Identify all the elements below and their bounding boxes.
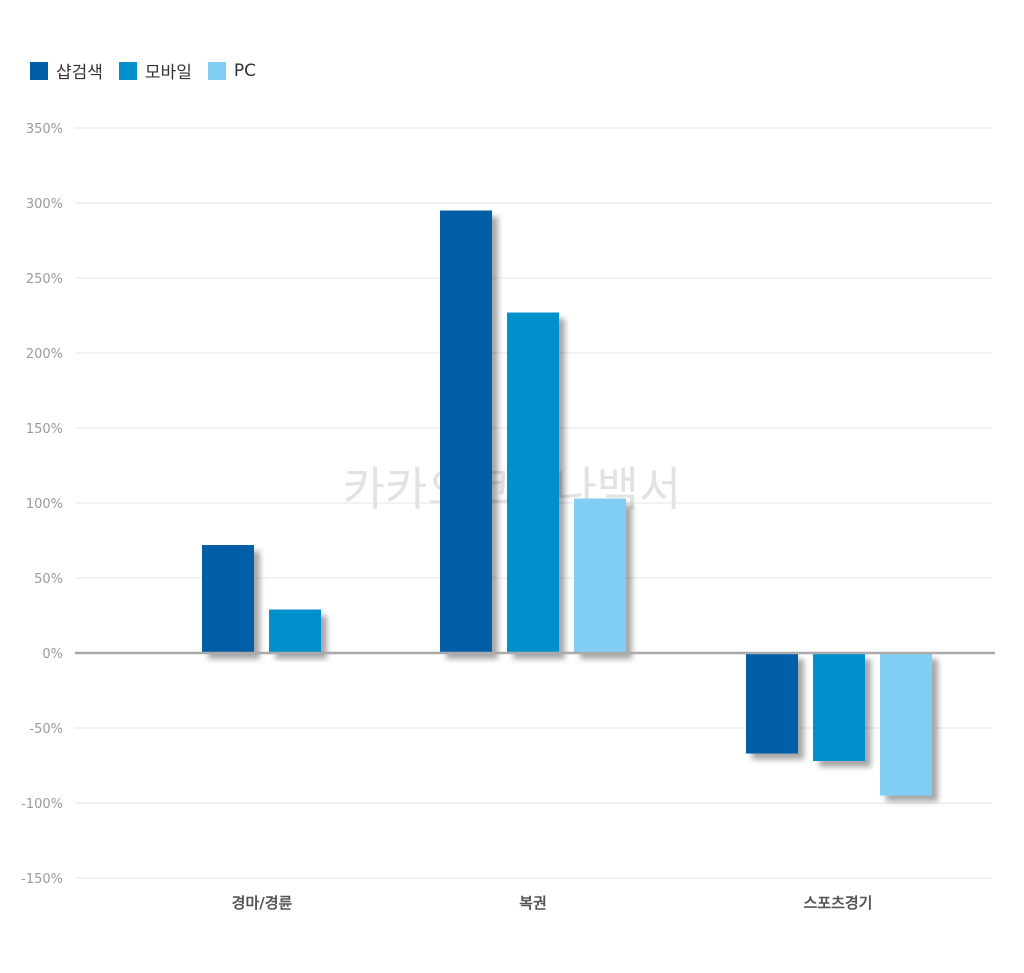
legend-label-shop-search: 샵검색 <box>56 63 103 83</box>
bar-shop-search-cat2 <box>746 653 798 754</box>
y-tick-label: 250% <box>26 272 63 287</box>
legend-item-pc: PC <box>207 60 256 81</box>
y-tick-label: 200% <box>26 347 63 362</box>
legend-label-pc: PC <box>233 60 256 81</box>
legend-label-mobile: 모바일 <box>144 63 192 83</box>
y-tick-label: 0% <box>42 647 63 662</box>
bar-mobile-cat0 <box>269 609 321 653</box>
y-tick-label: -100% <box>21 797 63 812</box>
y-tick-label: -50% <box>29 722 63 737</box>
x-axis-categories: 경마/경륜 복권 스포츠경기 <box>232 894 873 912</box>
bars <box>202 210 932 796</box>
bar-shop-search-cat1 <box>440 210 492 653</box>
y-tick-label: 150% <box>26 422 63 437</box>
y-tick-label: 300% <box>26 197 63 212</box>
bar-pc-cat2 <box>880 653 932 796</box>
legend-swatch-pc <box>207 61 226 80</box>
y-tick-label: 350% <box>26 122 63 137</box>
y-axis-ticks: 350% 300% 250% 200% 150% 100% 50% 0% -50% -100% -1… <box>21 122 63 887</box>
y-tick-label: 50% <box>34 572 63 587</box>
x-category-label: 복권 <box>519 894 547 912</box>
x-category-label: 경마/경륜 <box>232 894 293 912</box>
y-tick-label: 100% <box>26 497 63 512</box>
legend: 샵검색 모바일 PC <box>30 58 272 83</box>
bar-pc-cat1 <box>574 498 626 653</box>
legend-item-mobile: 모바일 <box>118 58 192 83</box>
x-category-label: 스포츠경기 <box>803 894 872 912</box>
bar-mobile-cat2 <box>813 653 865 761</box>
bar-shop-search-cat0 <box>202 545 254 653</box>
legend-item-shop-search: 샵검색 <box>30 58 103 83</box>
legend-swatch-shop-search <box>30 61 48 80</box>
legend-swatch-mobile <box>118 61 137 80</box>
bar-mobile-cat1 <box>507 312 559 653</box>
y-tick-label: -150% <box>21 872 63 887</box>
